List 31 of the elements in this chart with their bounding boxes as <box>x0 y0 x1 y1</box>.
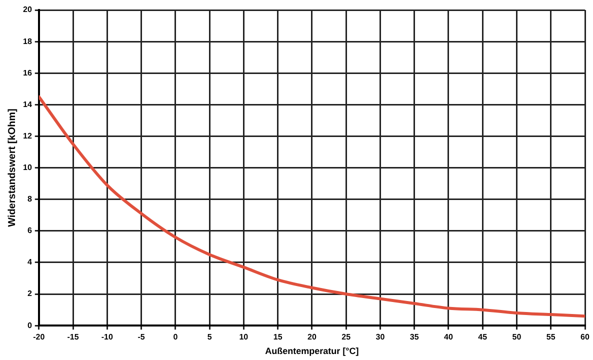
x-tick-label: -15 <box>67 332 80 342</box>
x-axis-title: Außentemperatur [°C] <box>265 346 359 356</box>
y-tick-label: 20 <box>22 5 32 14</box>
y-tick-label: 8 <box>27 194 32 204</box>
x-tick-label: 15 <box>273 332 283 342</box>
x-tick-label: 50 <box>512 332 522 342</box>
x-tick-label: 35 <box>410 332 420 342</box>
x-tick-label: -20 <box>33 332 46 342</box>
x-tick-label: 20 <box>307 332 317 342</box>
x-tick-label: -10 <box>101 332 114 342</box>
y-tick-label: 18 <box>22 36 32 46</box>
y-tick-label: 12 <box>22 131 32 140</box>
x-tick-label: 30 <box>376 332 386 342</box>
x-tick-label: 60 <box>580 332 590 342</box>
x-tick-label: 55 <box>546 332 556 342</box>
y-tick-label: 2 <box>27 289 32 298</box>
y-tick-label: 14 <box>22 100 32 109</box>
y-tick-label: 10 <box>22 163 32 172</box>
y-axis-title: Widerstandswert [kOhm] <box>6 108 18 227</box>
y-tick-label: 6 <box>27 226 32 236</box>
x-tick-label: 0 <box>173 332 178 342</box>
y-tick-label: 4 <box>27 258 32 267</box>
x-tick-label: -5 <box>138 332 146 342</box>
x-tick-label: 5 <box>207 332 212 342</box>
line-series <box>38 95 585 318</box>
x-tick-label: 10 <box>239 332 249 342</box>
x-tick-label: 40 <box>444 332 454 342</box>
y-tick-label: 16 <box>22 68 32 78</box>
y-tick-label: 0 <box>27 320 32 330</box>
x-tick-label: 45 <box>478 332 488 342</box>
x-tick-label: 25 <box>342 332 352 342</box>
